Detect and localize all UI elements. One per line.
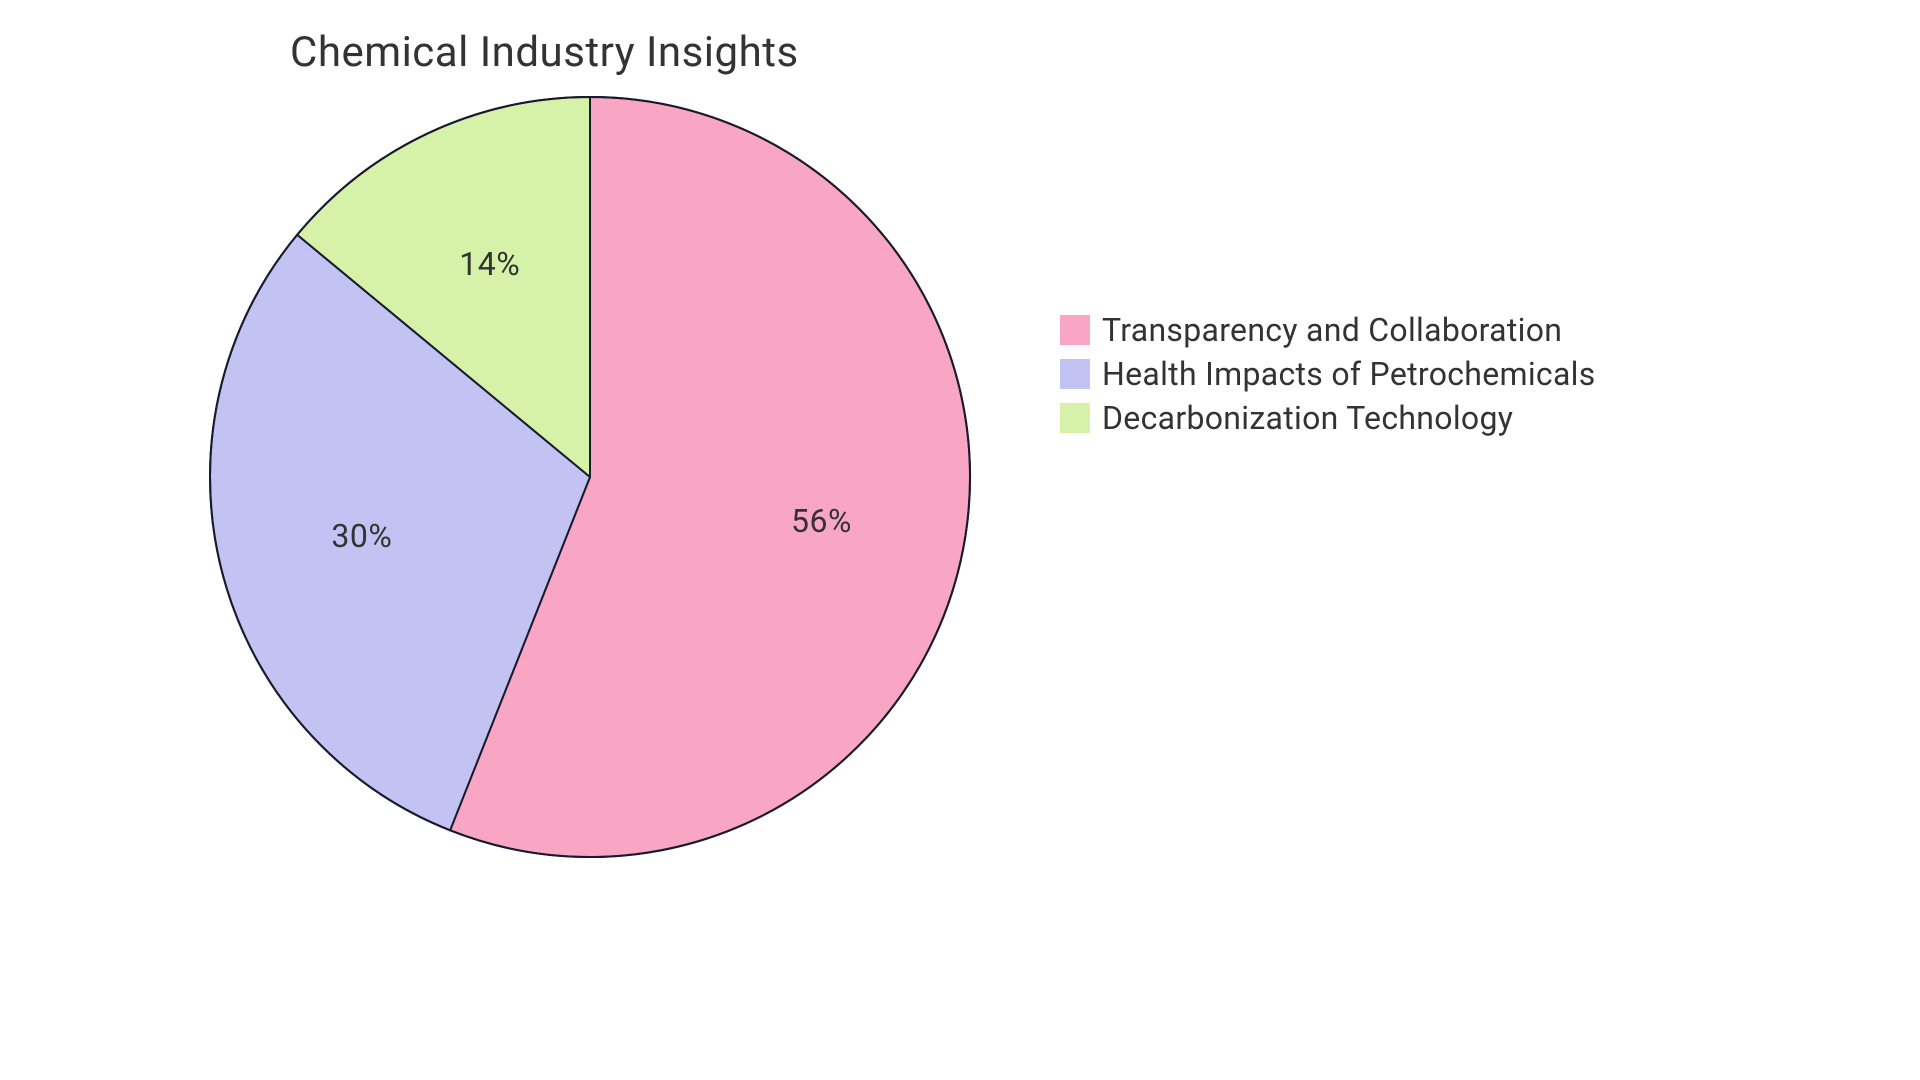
chart-area: 56% 30% 14% Transparency and Collaboration… — [60, 87, 1860, 867]
slice-label: 30% — [331, 517, 392, 555]
legend-label: Health Impacts of Petrochemicals — [1102, 355, 1596, 393]
chart-title: Chemical Industry Insights — [290, 28, 1860, 77]
legend-item: Decarbonization Technology — [1060, 399, 1596, 437]
legend-label: Transparency and Collaboration — [1102, 311, 1562, 349]
pie-chart: 56% 30% 14% — [200, 87, 980, 867]
legend-item: Health Impacts of Petrochemicals — [1060, 355, 1596, 393]
slice-label: 56% — [791, 502, 852, 540]
legend: Transparency and Collaboration Health Imp… — [1060, 311, 1596, 443]
chart-container: Chemical Industry Insights 56% 30% 14% Tra… — [0, 0, 1920, 1080]
slice-label: 14% — [459, 245, 520, 283]
legend-swatch — [1060, 315, 1090, 345]
legend-swatch — [1060, 359, 1090, 389]
legend-item: Transparency and Collaboration — [1060, 311, 1596, 349]
pie-svg — [200, 87, 980, 867]
legend-swatch — [1060, 403, 1090, 433]
legend-label: Decarbonization Technology — [1102, 399, 1513, 437]
